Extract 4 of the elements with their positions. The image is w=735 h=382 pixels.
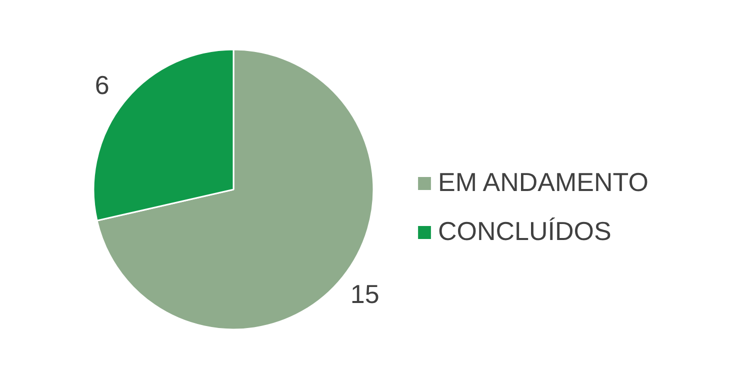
legend-label: CONCLUÍDOS <box>438 216 612 247</box>
legend-label: EM ANDAMENTO <box>438 167 648 198</box>
data-label: 15 <box>350 279 380 310</box>
data-label: 6 <box>94 70 110 100</box>
